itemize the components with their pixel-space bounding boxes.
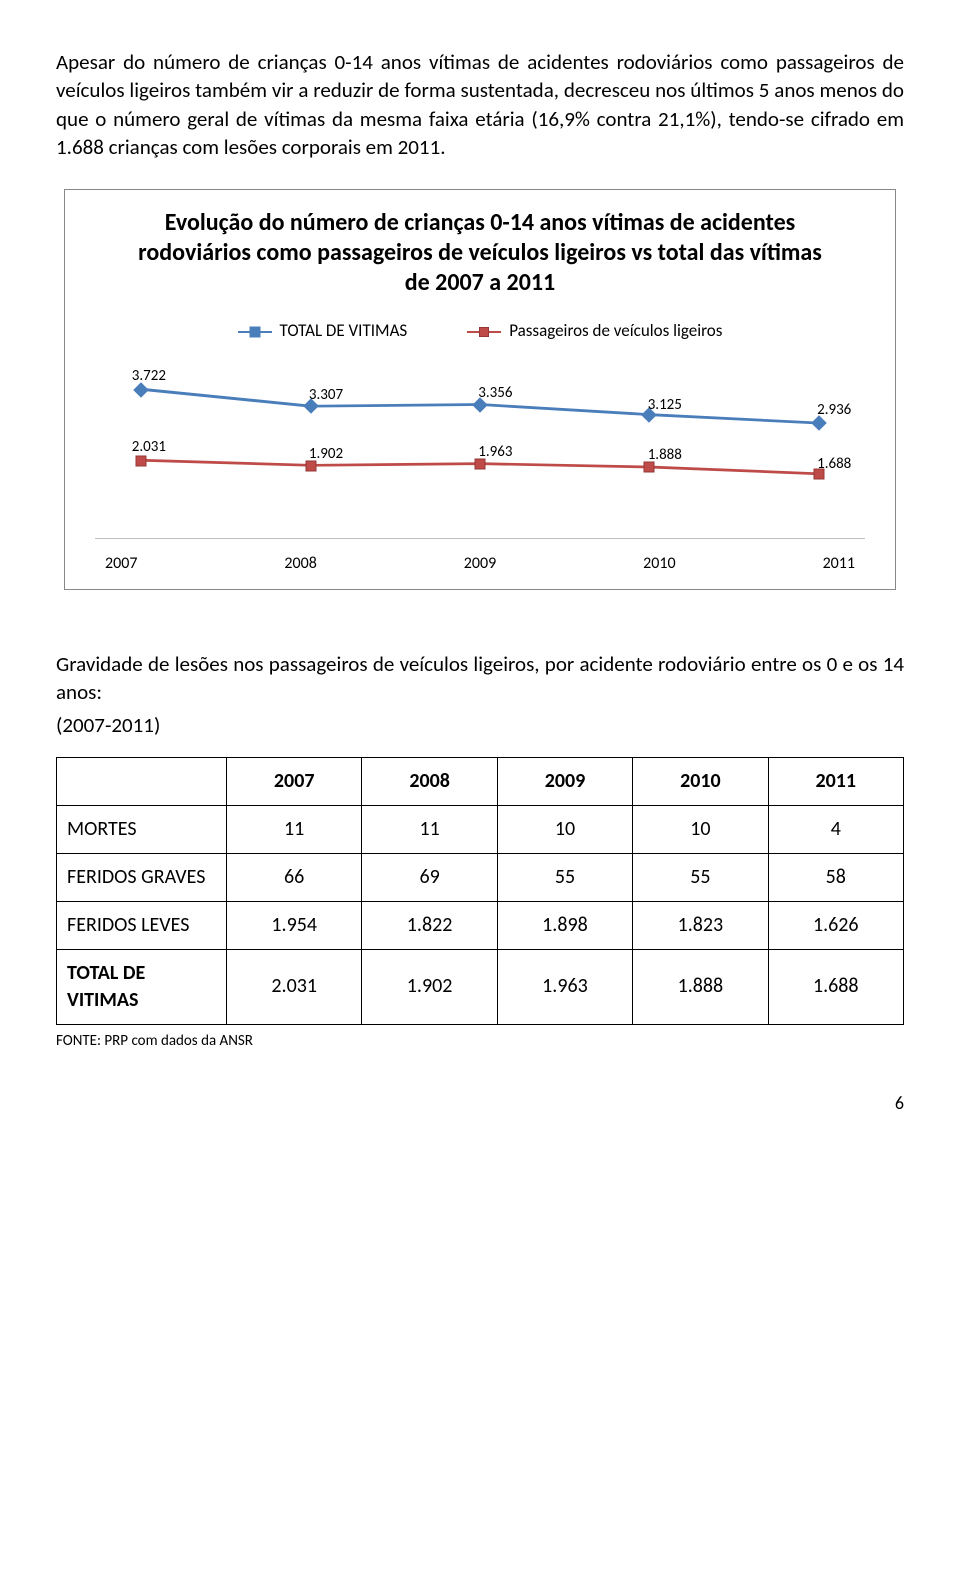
table-cell: 66 — [227, 853, 362, 901]
table-cell: 4 — [768, 805, 903, 853]
table-cell: 1.688 — [768, 949, 903, 1024]
table-cell: 11 — [227, 805, 362, 853]
chart-legend: TOTAL DE VITIMAS Passageiros de veículos… — [87, 320, 873, 343]
section2-text2: (2007-2011) — [56, 711, 904, 739]
table-cell: 10 — [497, 805, 632, 853]
table-cell: 10 — [633, 805, 768, 853]
chart-plot: 3.722 3.307 3.356 3.125 2.936 2.031 1.90… — [95, 369, 865, 539]
table-row: TOTAL DE VITIMAS 2.031 1.902 1.963 1.888… — [57, 949, 904, 1024]
table-header-row: 2007 2008 2009 2010 2011 — [57, 757, 904, 805]
section2-text1: Gravidade de lesões nos passageiros de v… — [56, 650, 904, 707]
chart-label: 1.902 — [309, 444, 343, 464]
table-cell: 1.888 — [633, 949, 768, 1024]
chart-label: 2.031 — [132, 437, 166, 457]
table-header: 2008 — [362, 757, 497, 805]
table-cell: 1.902 — [362, 949, 497, 1024]
section-2: Gravidade de lesões nos passageiros de v… — [56, 650, 904, 739]
table-cell: TOTAL DE VITIMAS — [57, 949, 227, 1024]
legend-marker-total — [238, 331, 272, 334]
table-cell: 1.963 — [497, 949, 632, 1024]
chart-xaxis: 2007 2008 2009 2010 2011 — [87, 549, 873, 575]
xaxis-label: 2008 — [284, 553, 316, 575]
table-cell: 55 — [497, 853, 632, 901]
data-table: 2007 2008 2009 2010 2011 MORTES 11 11 10… — [56, 757, 904, 1025]
legend-item-passengers: Passageiros de veículos ligeiros — [467, 320, 722, 343]
xaxis-label: 2007 — [105, 553, 137, 575]
table-header: 2011 — [768, 757, 903, 805]
table-header: 2009 — [497, 757, 632, 805]
table-header: 2010 — [633, 757, 768, 805]
chart-label: 2.936 — [817, 400, 851, 420]
chart-label: 1.963 — [478, 442, 512, 462]
intro-paragraph: Apesar do número de crianças 0-14 anos v… — [56, 48, 904, 161]
xaxis-label: 2011 — [823, 553, 855, 575]
table-row: FERIDOS LEVES 1.954 1.822 1.898 1.823 1.… — [57, 901, 904, 949]
legend-label-total: TOTAL DE VITIMAS — [280, 320, 408, 343]
table-header: 2007 — [227, 757, 362, 805]
table-cell: FERIDOS LEVES — [57, 901, 227, 949]
table-cell: 69 — [362, 853, 497, 901]
chart-title: Evolução do número de crianças 0-14 anos… — [127, 208, 833, 298]
page-number: 6 — [56, 1091, 904, 1115]
xaxis-label: 2010 — [643, 553, 675, 575]
table-cell: 2.031 — [227, 949, 362, 1024]
chart-label: 1.888 — [648, 445, 682, 465]
table-cell: FERIDOS GRAVES — [57, 853, 227, 901]
legend-label-passengers: Passageiros de veículos ligeiros — [509, 320, 722, 343]
chart-container: Evolução do número de crianças 0-14 anos… — [64, 189, 896, 590]
table-cell: 1.898 — [497, 901, 632, 949]
source-note: FONTE: PRP com dados da ANSR — [56, 1031, 904, 1051]
table-cell: 11 — [362, 805, 497, 853]
chart-label: 3.722 — [132, 366, 166, 386]
table-cell: 58 — [768, 853, 903, 901]
table-header — [57, 757, 227, 805]
xaxis-label: 2009 — [464, 553, 496, 575]
table-cell: 1.823 — [633, 901, 768, 949]
table-cell: 55 — [633, 853, 768, 901]
chart-label: 3.356 — [478, 383, 512, 403]
table-cell: 1.626 — [768, 901, 903, 949]
chart-label: 1.688 — [817, 454, 851, 474]
chart-label: 3.125 — [648, 395, 682, 415]
chart-label: 3.307 — [309, 385, 343, 405]
table-row: MORTES 11 11 10 10 4 — [57, 805, 904, 853]
table-cell: 1.954 — [227, 901, 362, 949]
table-row: FERIDOS GRAVES 66 69 55 55 58 — [57, 853, 904, 901]
legend-marker-passengers — [467, 331, 501, 334]
table-cell: MORTES — [57, 805, 227, 853]
table-cell: 1.822 — [362, 901, 497, 949]
legend-item-total: TOTAL DE VITIMAS — [238, 320, 408, 343]
